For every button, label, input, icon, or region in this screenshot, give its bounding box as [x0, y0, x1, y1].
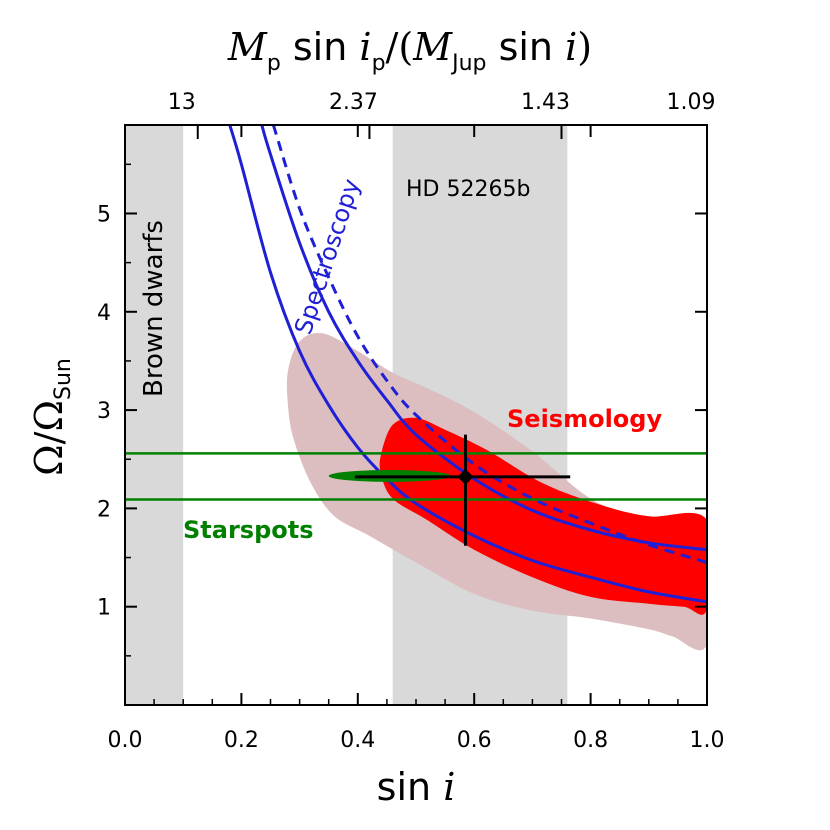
x-axis-ticks: 0.0 0.2 0.4 0.6 0.8 1.0	[108, 125, 725, 753]
top-axis-ticks: 13 2.37 1.43 1.09	[168, 90, 716, 139]
x-tick-label: 0.2	[224, 728, 259, 753]
starspots-label: Starspots	[183, 516, 314, 544]
best-fit-point	[457, 468, 474, 485]
y-tick-label: 4	[97, 301, 111, 326]
brown-dwarfs-region	[125, 125, 184, 705]
spectroscopy-center-curve	[271, 125, 707, 564]
x-tick-label: 1.0	[690, 728, 725, 753]
top-tick-label: 1.43	[521, 90, 570, 115]
y-tick-label: 3	[97, 399, 111, 424]
x-axis-title: sin i	[377, 765, 456, 809]
y-tick-label: 5	[97, 202, 111, 227]
x-tick-label: 0.0	[108, 728, 143, 753]
y-axis-title: Ω/ΩSun	[27, 358, 76, 476]
brown-dwarfs-label: Brown dwarfs	[139, 220, 169, 397]
hd-52265b-label: HD 52265b	[406, 177, 530, 202]
top-tick-label: 1.09	[667, 90, 716, 115]
top-tick-label: 2.37	[329, 90, 378, 115]
x-tick-label: 0.6	[457, 728, 492, 753]
spectroscopy-upper-curve	[260, 125, 707, 552]
y-axis-ticks: 1 2 3 4 5	[97, 163, 707, 657]
y-tick-label: 1	[97, 596, 111, 621]
x-tick-label: 0.8	[573, 728, 608, 753]
seismology-label: Seismology	[507, 405, 662, 433]
top-tick-label: 13	[168, 90, 196, 115]
x-tick-label: 0.4	[340, 728, 375, 753]
spectroscopy-label: Spectroscopy	[289, 175, 366, 337]
top-axis-title: Mp sin ip/(MJup sin i)	[227, 25, 592, 76]
y-tick-label: 2	[97, 497, 111, 522]
